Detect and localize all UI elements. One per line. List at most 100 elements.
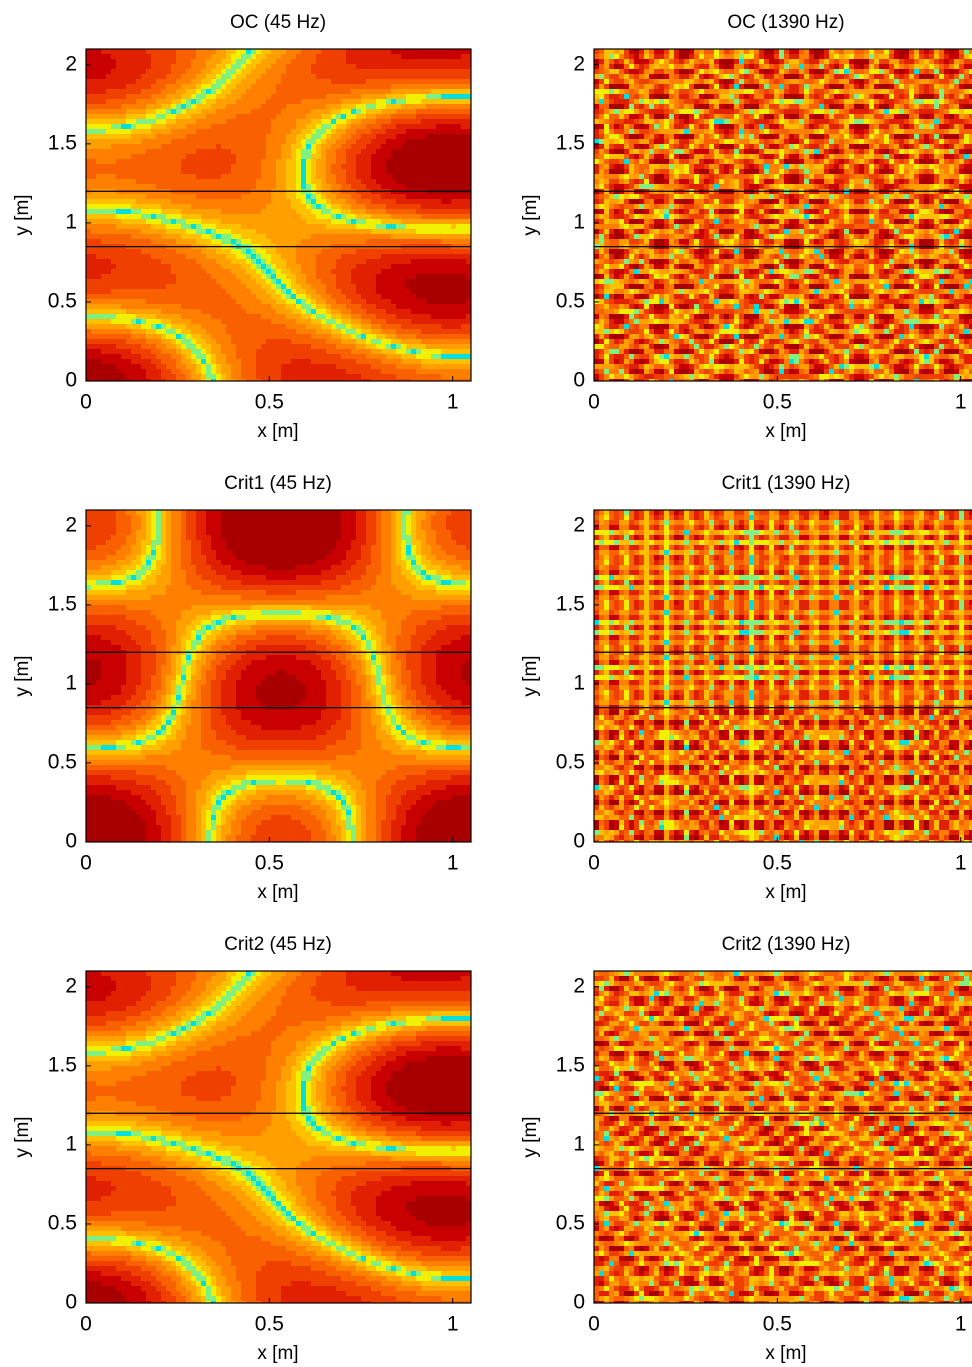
field-cell: [231, 329, 237, 335]
field-cell: [326, 359, 332, 365]
field-cell: [296, 104, 302, 110]
field-cell: [241, 49, 247, 55]
field-cell: [216, 184, 222, 190]
field-cell: [396, 119, 402, 125]
field-cell: [241, 99, 247, 105]
field-cell: [171, 159, 177, 165]
field-cell: [256, 74, 262, 80]
field-cell: [286, 324, 292, 330]
field-cell: [201, 354, 207, 360]
field-cell: [96, 249, 102, 255]
field-cell: [206, 229, 212, 235]
field-cell: [246, 159, 252, 165]
field-cell: [351, 134, 357, 140]
field-cell: [261, 239, 267, 245]
field-cell: [271, 379, 277, 381]
field-cell: [371, 334, 377, 340]
field-cell: [326, 184, 332, 190]
field-cell: [331, 159, 337, 165]
field-cell: [186, 69, 192, 75]
field-cell: [191, 84, 197, 90]
field-cell: [256, 124, 262, 130]
field-cell: [291, 159, 297, 165]
field-cell: [291, 64, 297, 70]
field-cell: [156, 209, 162, 215]
field-cell: [406, 109, 412, 115]
field-cell: [366, 169, 372, 175]
field-cell: [436, 279, 442, 285]
field-cell: [441, 274, 447, 280]
field-cell: [306, 269, 312, 275]
field-cell: [366, 114, 372, 120]
field-cell: [421, 234, 427, 240]
field-cell: [271, 69, 277, 75]
field-cell: [126, 54, 132, 60]
field-cell: [406, 264, 412, 270]
field-cell: [121, 224, 127, 230]
field-cell: [116, 319, 122, 325]
field-cell: [376, 99, 382, 105]
field-cell: [446, 364, 452, 370]
field-cell: [206, 359, 212, 365]
field-cell: [366, 54, 372, 60]
field-cell: [406, 229, 412, 235]
field-cell: [391, 134, 397, 140]
field-cell: [381, 309, 387, 315]
field-cell: [441, 79, 447, 85]
field-cell: [361, 304, 367, 310]
field-cell: [436, 219, 442, 225]
field-cell: [336, 234, 342, 240]
field-cell: [261, 319, 267, 325]
field-cell: [196, 64, 202, 70]
field-cell: [351, 214, 357, 220]
field-cell: [181, 274, 187, 280]
field-cell: [256, 224, 262, 230]
field-cell: [331, 169, 337, 175]
field-cell: [96, 104, 102, 110]
field-cell: [211, 379, 217, 381]
field-cell: [221, 289, 227, 295]
field-cell: [261, 349, 267, 355]
field-cell: [231, 129, 237, 135]
field-cell: [211, 259, 217, 265]
field-cell: [361, 179, 367, 185]
field-cell: [356, 379, 362, 381]
field-cell: [231, 169, 237, 175]
field-cell: [356, 324, 362, 330]
field-cell: [351, 209, 357, 215]
field-cell: [451, 169, 457, 175]
field-cell: [241, 219, 247, 225]
field-cell: [426, 69, 432, 75]
field-cell: [426, 229, 432, 235]
field-cell: [436, 359, 442, 365]
field-cell: [86, 49, 92, 55]
field-cell: [361, 184, 367, 190]
field-cell: [376, 79, 382, 85]
field-cell: [211, 84, 217, 90]
field-cell: [281, 294, 287, 300]
field-cell: [351, 354, 357, 360]
field-cell: [266, 349, 272, 355]
field-cell: [416, 79, 422, 85]
field-cell: [456, 79, 462, 85]
field-cell: [401, 284, 407, 290]
field-cell: [446, 69, 452, 75]
field-cell: [111, 49, 117, 55]
field-cell: [91, 269, 97, 275]
field-cell: [341, 124, 347, 130]
field-cell: [366, 279, 372, 285]
field-cell: [456, 69, 462, 75]
field-cell: [401, 324, 407, 330]
field-cell: [266, 94, 272, 100]
field-cell: [426, 319, 432, 325]
field-cell: [261, 274, 267, 280]
field-cell: [311, 289, 317, 295]
field-cell: [166, 374, 172, 380]
field-cell: [131, 114, 137, 120]
field-cell: [276, 319, 282, 325]
field-cell: [431, 249, 437, 255]
field-cell: [316, 154, 322, 160]
field-cell: [221, 234, 227, 240]
field-cell: [426, 254, 432, 260]
field-cell: [126, 209, 132, 215]
